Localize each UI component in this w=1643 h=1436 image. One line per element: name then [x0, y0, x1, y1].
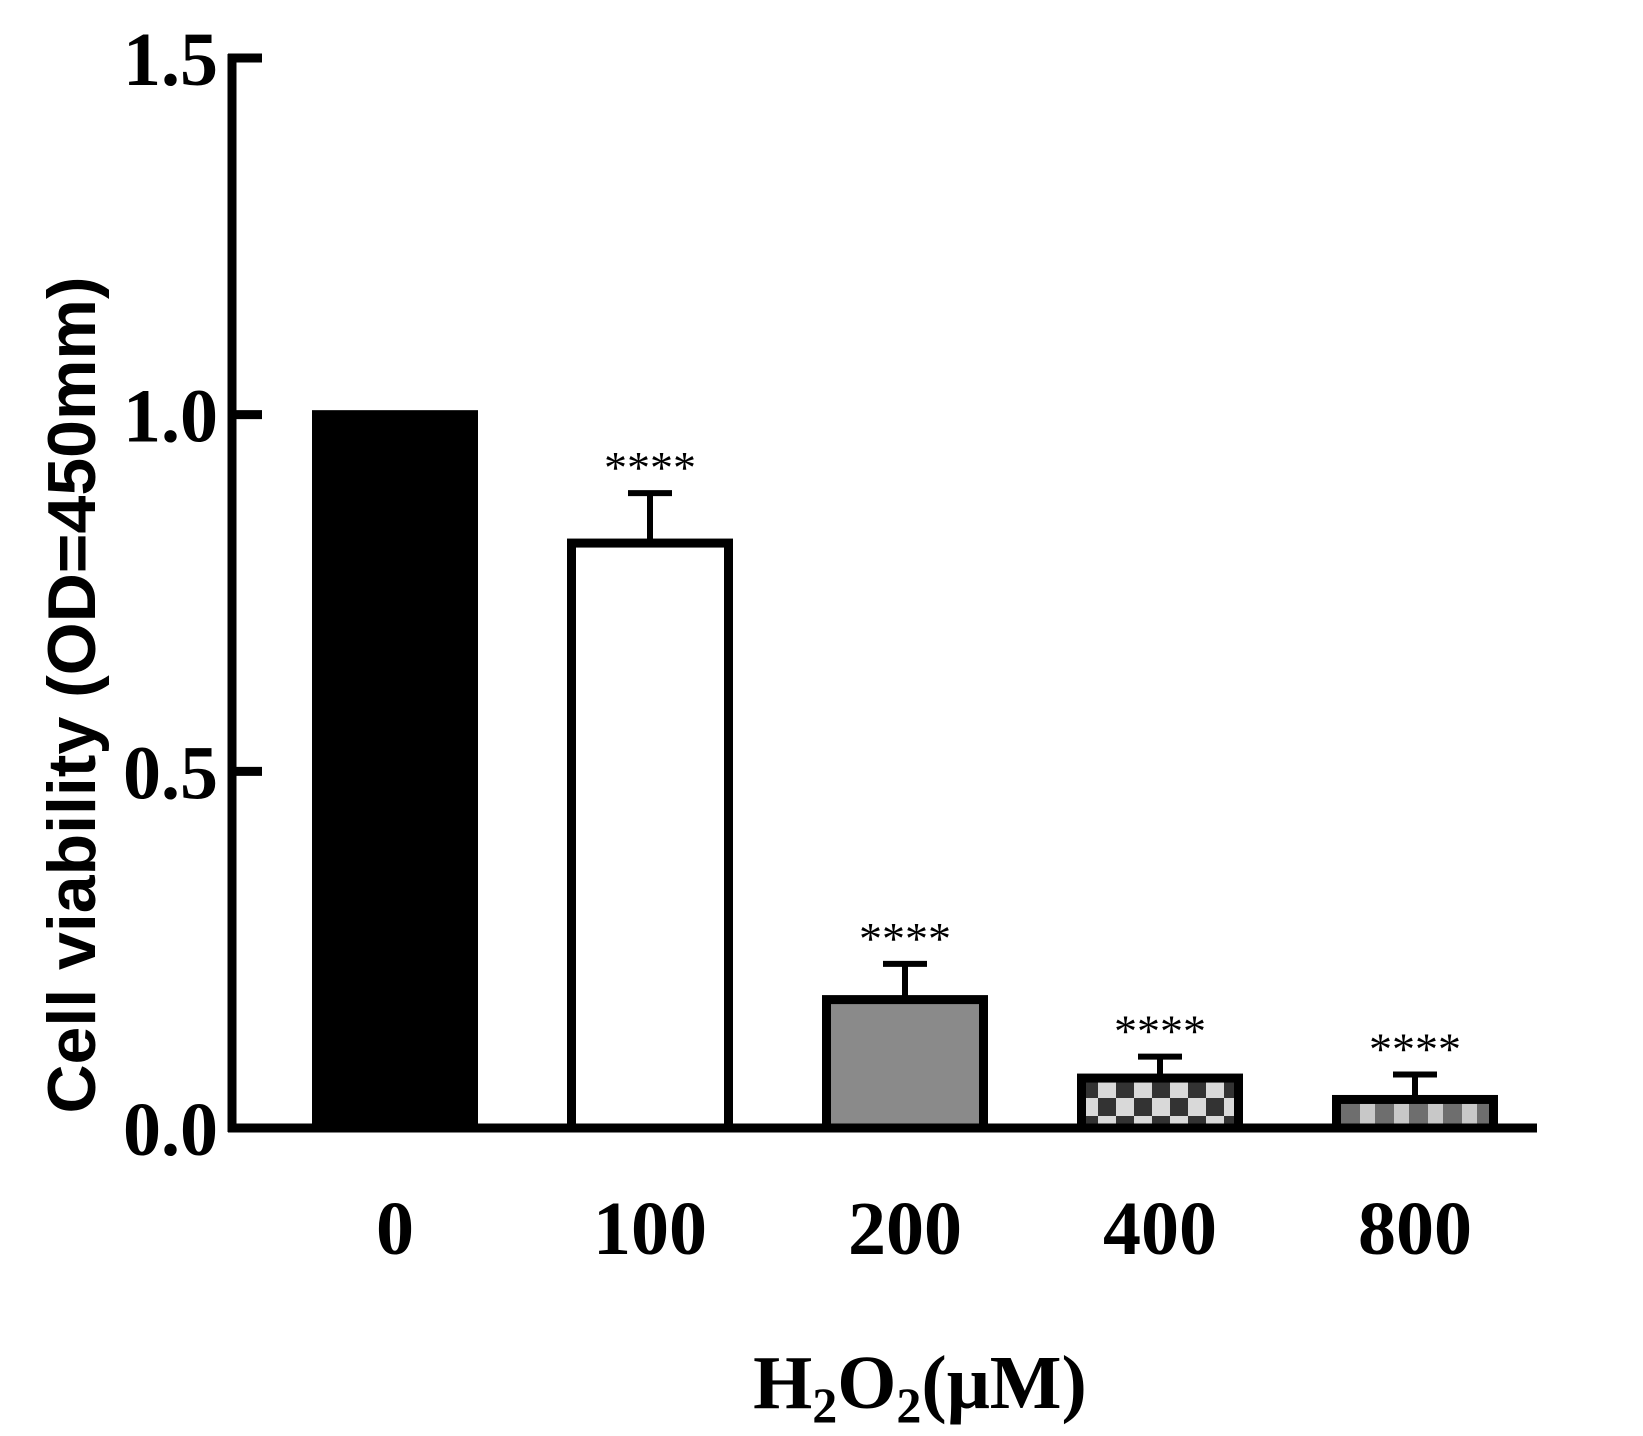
- bar-200: [822, 995, 988, 1133]
- error-bars-layer: [628, 490, 1437, 1100]
- significance-marker-200: ****: [859, 913, 951, 964]
- significance-marker-400: ****: [1114, 1006, 1206, 1057]
- bar-100: [567, 538, 733, 1133]
- x-category-label: 100: [593, 1187, 707, 1271]
- significance-marker-100: ****: [604, 442, 696, 493]
- x-categories-layer: 0 100 200 400 800: [376, 1187, 1472, 1271]
- x-category-label: 200: [848, 1187, 962, 1271]
- y-tick-label: 1.0: [123, 375, 218, 459]
- significance-layer: **** **** **** ****: [604, 442, 1461, 1074]
- bar-0: [312, 410, 478, 1133]
- y-tick-label: 0.5: [123, 731, 218, 815]
- bars-layer: [312, 410, 1498, 1133]
- significance-marker-800: ****: [1369, 1024, 1461, 1075]
- x-category-label: 800: [1358, 1187, 1472, 1271]
- x-axis-label-sub2: 2: [896, 1377, 921, 1433]
- x-axis-label-unit: (μM): [921, 1341, 1086, 1425]
- x-axis-label-sub1: 2: [812, 1377, 837, 1433]
- y-tick-label: 0.0: [123, 1088, 218, 1172]
- y-axis-label: Cell viability (OD=450mm): [34, 276, 110, 1113]
- x-axis-label-o: O: [837, 1341, 896, 1425]
- y-ticks-layer: 0.0 0.5 1.0 1.5: [123, 18, 262, 1172]
- y-tick-label: 1.5: [123, 18, 218, 102]
- x-category-label: 400: [1103, 1187, 1217, 1271]
- bar-400: [1077, 1073, 1243, 1133]
- x-axis-label-h: H: [753, 1341, 812, 1425]
- x-category-label: 0: [376, 1187, 414, 1271]
- x-axis-label: H2O2(μM): [753, 1341, 1087, 1433]
